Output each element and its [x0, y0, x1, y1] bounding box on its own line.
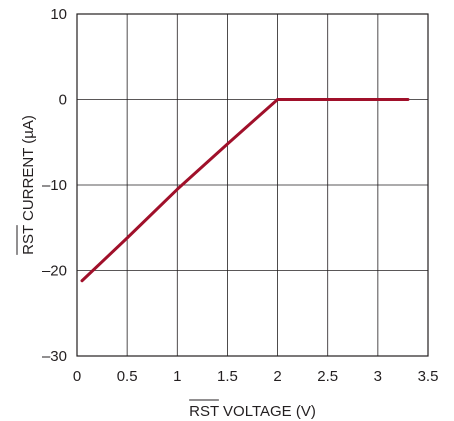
series-layer [80, 98, 410, 283]
x-tick-label: 2.5 [317, 368, 338, 385]
y-tick-label: 10 [50, 6, 67, 23]
x-tick-label: 1 [173, 368, 181, 385]
x-tick-label: 1.5 [217, 368, 238, 385]
x-tick-label: 3 [374, 368, 382, 385]
y-tick-labels: 10 0 –10 –20 –30 [42, 6, 67, 365]
plot-frame [76, 13, 429, 357]
x-tick-label: 2 [273, 368, 281, 385]
grid [77, 14, 428, 356]
x-axis-title: RST VOLTAGE (V) [189, 399, 316, 420]
y-axis-label-overlined: RST [20, 225, 37, 255]
y-axis-label-text: CURRENT (µA) [20, 115, 37, 225]
y-axis-title: RST CURRENT (µA) [16, 115, 37, 255]
y-tick-label: –20 [42, 263, 67, 280]
y-tick-label: 0 [59, 92, 67, 109]
y-tick-label: –10 [42, 177, 67, 194]
x-tick-label: 3.5 [418, 368, 439, 385]
x-axis-label-text: VOLTAGE (V) [219, 403, 316, 420]
x-axis-label: RST VOLTAGE (V) [189, 403, 316, 420]
x-tick-label: 0 [73, 368, 81, 385]
y-tick-label: –30 [42, 348, 67, 365]
x-tick-label: 0.5 [117, 368, 138, 385]
y-axis-label: RST CURRENT (µA) [20, 115, 37, 255]
series-line [80, 98, 410, 283]
x-axis-label-overlined: RST [189, 403, 219, 420]
x-tick-labels: 0 0.5 1 1.5 2 2.5 3 3.5 [73, 368, 439, 385]
